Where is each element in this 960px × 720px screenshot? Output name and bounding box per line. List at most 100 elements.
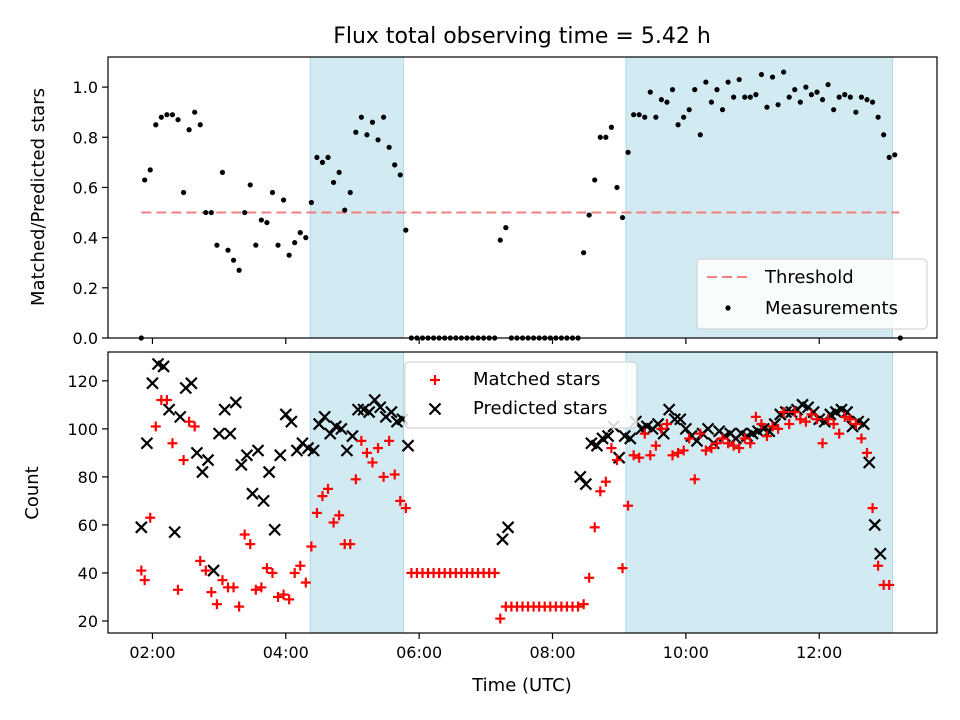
predicted-stars-point bbox=[373, 400, 387, 414]
predicted-stars-point bbox=[323, 427, 337, 440]
matched-stars-point bbox=[661, 419, 672, 430]
measurement-point bbox=[792, 87, 798, 93]
measurement-point bbox=[280, 197, 287, 203]
measurement-point bbox=[819, 97, 826, 103]
matched-stars-point bbox=[195, 555, 206, 566]
predicted-stars-point-b bbox=[218, 403, 231, 416]
matched-stars-point bbox=[350, 474, 361, 485]
measurement-point bbox=[742, 94, 748, 100]
predicted-stars-point bbox=[579, 477, 593, 491]
measurement-point bbox=[825, 81, 831, 88]
matched-stars-point bbox=[745, 438, 756, 449]
predicted-stars-point-b bbox=[662, 403, 676, 416]
measurement-point bbox=[808, 92, 815, 98]
measurement-point bbox=[697, 132, 703, 138]
predicted-stars-point-b bbox=[279, 408, 293, 421]
matched-stars-point bbox=[400, 503, 411, 514]
matched-stars-point bbox=[728, 440, 739, 451]
measurement-point bbox=[203, 209, 209, 216]
predicted-stars-point-b bbox=[840, 405, 854, 419]
predicted-stars-point-b bbox=[640, 420, 654, 433]
predicted-stars-point bbox=[385, 405, 398, 419]
predicted-stars-point-b bbox=[235, 458, 248, 472]
predicted-stars-point-b bbox=[851, 415, 865, 428]
matched-stars-point bbox=[361, 447, 372, 458]
measurement-point bbox=[264, 219, 270, 226]
predicted-stars-point bbox=[285, 415, 298, 428]
figure-title: Flux total observing time = 5.42 h bbox=[333, 24, 711, 49]
predicted-stars-point-b bbox=[401, 439, 415, 452]
matched-stars-point bbox=[200, 565, 211, 576]
predicted-stars-point bbox=[218, 403, 231, 416]
predicted-stars-point-b bbox=[307, 444, 320, 457]
predicted-stars-point-b bbox=[168, 525, 181, 539]
matched-stars-point bbox=[723, 438, 734, 449]
matched-stars-point bbox=[623, 500, 634, 511]
predicted-stars-point-b bbox=[140, 436, 154, 450]
matched-stars-point bbox=[739, 433, 750, 444]
predicted-stars-point-b bbox=[768, 417, 782, 431]
matched-stars-point bbox=[256, 582, 267, 593]
predicted-stars-point-b bbox=[268, 523, 281, 537]
predicted-stars-point-b bbox=[351, 403, 365, 416]
matched-stars-point bbox=[617, 563, 628, 574]
measurement-point bbox=[286, 252, 292, 258]
predicted-stars-point bbox=[229, 396, 243, 409]
count-y-ticks: 20 40 60 80 100 120 bbox=[67, 372, 108, 631]
predicted-stars-point bbox=[496, 533, 509, 546]
predicted-legend-marker bbox=[428, 402, 442, 416]
matched-stars-point bbox=[856, 433, 867, 444]
matched-stars-point bbox=[161, 395, 172, 406]
predicted-stars-point bbox=[657, 427, 670, 440]
matched-stars-point bbox=[734, 443, 745, 454]
predicted-stars-point-b bbox=[618, 429, 632, 443]
predicted-stars-point-b bbox=[273, 448, 287, 462]
measurement-point bbox=[253, 242, 259, 248]
matched-stars-point bbox=[689, 474, 700, 485]
measurement-point bbox=[230, 257, 237, 263]
matched-legend-swatch bbox=[430, 375, 440, 385]
matched-stars-point bbox=[139, 575, 150, 586]
matched-stars-point bbox=[295, 560, 306, 571]
predicted-stars-point bbox=[157, 360, 170, 373]
measurement-point bbox=[214, 242, 220, 248]
measurement-point bbox=[803, 84, 809, 90]
matched-stars-point bbox=[767, 421, 778, 432]
matched-stars-point bbox=[628, 450, 639, 461]
predicted-stars-point-b bbox=[240, 448, 254, 462]
measurements-legend-label: Measurements bbox=[765, 298, 898, 319]
matched-stars-point bbox=[884, 579, 895, 590]
predicted-stars-point-b bbox=[229, 396, 243, 409]
measurement-point bbox=[692, 87, 698, 93]
predicted-stars-point-b bbox=[173, 410, 187, 424]
measurement-point bbox=[703, 79, 709, 85]
matched-stars-point bbox=[384, 435, 395, 446]
predicted-stars-point-b bbox=[574, 470, 587, 484]
measurement-point bbox=[781, 69, 787, 75]
y-tick-label: 20 bbox=[78, 612, 98, 631]
measurement-point bbox=[369, 119, 376, 125]
measurement-point bbox=[636, 112, 642, 118]
measurement-point bbox=[875, 114, 881, 120]
matched-stars-point bbox=[345, 539, 356, 550]
measurement-point bbox=[319, 159, 326, 165]
measurement-point bbox=[714, 87, 720, 93]
x-tick-label: 02:00 bbox=[129, 643, 175, 662]
observing-band bbox=[625, 351, 894, 634]
matched-legend-marker bbox=[430, 375, 440, 385]
measurement-point bbox=[497, 237, 503, 243]
matched-stars-point bbox=[167, 438, 178, 449]
measurement-point bbox=[592, 177, 598, 183]
predicted-stars-points bbox=[135, 357, 887, 577]
matched-stars-point bbox=[817, 438, 828, 449]
matched-stars-point bbox=[145, 512, 156, 523]
measurement-point bbox=[775, 102, 781, 108]
predicted-stars-point bbox=[201, 453, 215, 467]
measurement-point bbox=[242, 209, 248, 216]
matched-stars-point bbox=[756, 419, 767, 430]
x-tick-label: 12:00 bbox=[796, 643, 842, 662]
count-legend-box bbox=[404, 361, 638, 429]
measurement-point bbox=[758, 71, 765, 78]
measurement-point bbox=[675, 122, 681, 128]
matched-stars-point bbox=[711, 438, 722, 449]
